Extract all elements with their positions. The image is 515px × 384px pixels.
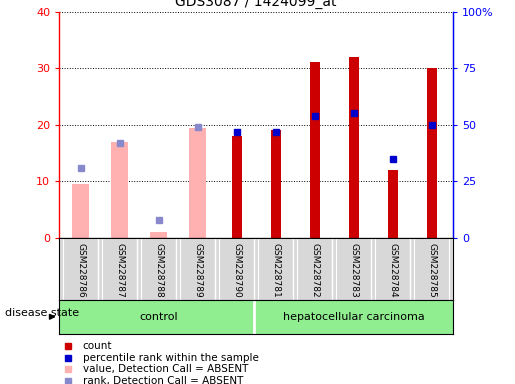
Bar [254, 238, 297, 300]
Bar [293, 238, 336, 300]
Bar [59, 238, 102, 300]
Text: GSM228789: GSM228789 [193, 243, 202, 298]
Text: GSM228790: GSM228790 [232, 243, 241, 298]
Text: GSM228784: GSM228784 [388, 243, 397, 298]
Text: control: control [140, 312, 178, 322]
Bar [137, 238, 180, 300]
Bar [176, 238, 219, 300]
Bar [349, 57, 358, 238]
Text: GSM228781: GSM228781 [271, 243, 280, 298]
Bar [310, 63, 320, 238]
Text: rank, Detection Call = ABSENT: rank, Detection Call = ABSENT [83, 376, 243, 384]
Bar [72, 184, 90, 238]
Bar [111, 142, 128, 238]
Bar [427, 68, 437, 238]
Bar [332, 238, 375, 300]
Bar [150, 232, 167, 238]
Text: GSM228787: GSM228787 [115, 243, 124, 298]
Bar [98, 238, 141, 300]
Bar [215, 238, 258, 300]
Text: GSM228782: GSM228782 [310, 243, 319, 298]
Text: GSM228786: GSM228786 [76, 243, 85, 298]
Text: hepatocellular carcinoma: hepatocellular carcinoma [283, 312, 424, 322]
Text: GSM228788: GSM228788 [154, 243, 163, 298]
Text: percentile rank within the sample: percentile rank within the sample [83, 353, 259, 363]
Text: GSM228783: GSM228783 [349, 243, 358, 298]
Text: value, Detection Call = ABSENT: value, Detection Call = ABSENT [83, 364, 248, 374]
Text: GSM228785: GSM228785 [427, 243, 436, 298]
Bar [410, 238, 453, 300]
Bar [371, 238, 414, 300]
Bar [388, 170, 398, 238]
Bar [232, 136, 242, 238]
Text: count: count [83, 341, 112, 351]
Bar [271, 131, 281, 238]
Bar [189, 127, 207, 238]
Title: GDS3087 / 1424099_at: GDS3087 / 1424099_at [176, 0, 337, 9]
Text: disease state: disease state [5, 308, 79, 318]
